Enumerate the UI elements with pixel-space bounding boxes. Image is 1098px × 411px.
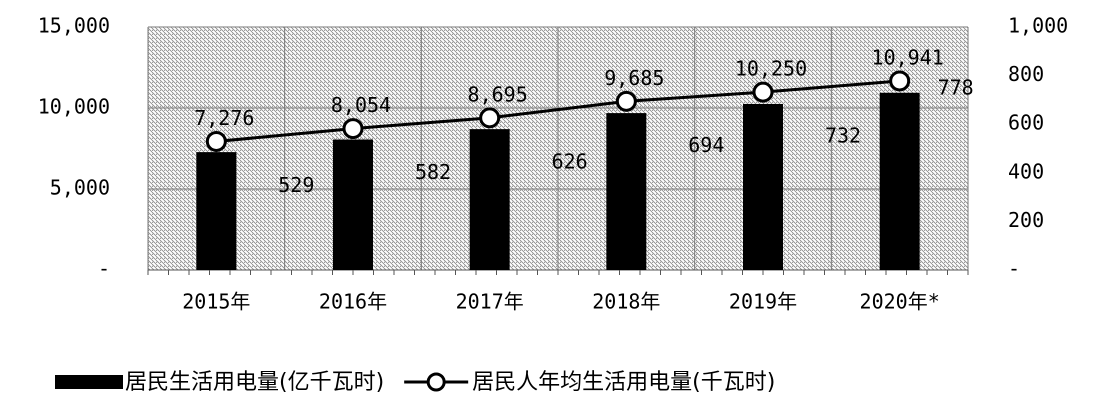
- bar-value-label: 7,276: [194, 106, 254, 130]
- bar: [469, 129, 510, 270]
- bar: [606, 113, 647, 270]
- legend-swatch: [55, 375, 123, 389]
- y-tick-label: 10,000: [38, 95, 110, 119]
- line-point: [342, 118, 364, 140]
- x-tick-label: 2020年*: [860, 290, 940, 314]
- x-tick-label: 2015年: [182, 290, 250, 314]
- y2-tick-label: -: [1008, 257, 1020, 281]
- x-tick-label: 2016年: [319, 290, 387, 314]
- y-tick-label: -: [98, 257, 110, 281]
- line-point: [889, 70, 911, 92]
- legend-label: 居民生活用电量(亿千瓦时): [125, 370, 384, 395]
- bar-value-label: 9,685: [604, 66, 664, 90]
- line: [216, 79, 900, 143]
- y2-tick-label: 800: [1008, 62, 1044, 86]
- y2-tick-label: 400: [1008, 159, 1044, 183]
- line-point: [205, 130, 227, 152]
- bar-value-label: 10,250: [735, 57, 807, 81]
- line-value-label: 732: [825, 124, 861, 148]
- bar: [743, 103, 783, 270]
- line-point: [752, 81, 774, 103]
- line-value-label: 529: [278, 173, 314, 197]
- line-value-label: 778: [938, 75, 974, 99]
- line-value-label: 626: [552, 149, 588, 173]
- line-value-label: 582: [415, 160, 451, 184]
- bar-value-label: 10,941: [872, 45, 944, 69]
- y2-tick-label: 1,000: [1008, 14, 1068, 38]
- bar: [196, 152, 237, 270]
- bar-value-label: 8,054: [331, 93, 391, 117]
- bar-value-label: 8,695: [468, 82, 528, 106]
- x-tick-label: 2017年: [456, 290, 524, 314]
- y2-tick-label: 200: [1008, 208, 1044, 232]
- legend-label: 居民人年均生活用电量(千瓦时): [472, 370, 775, 395]
- y-tick-label: 15,000: [38, 14, 110, 38]
- y2-tick-label: 600: [1008, 111, 1044, 135]
- line-point: [479, 107, 501, 129]
- legend-swatch-marker: [426, 372, 446, 392]
- line-point: [615, 90, 637, 112]
- x-tick-label: 2019年: [729, 290, 797, 314]
- x-tick-label: 2018年: [592, 290, 660, 314]
- line-value-label: 694: [688, 133, 724, 157]
- y-tick-label: 5,000: [50, 176, 110, 200]
- bar: [333, 139, 373, 270]
- bar: [879, 92, 920, 270]
